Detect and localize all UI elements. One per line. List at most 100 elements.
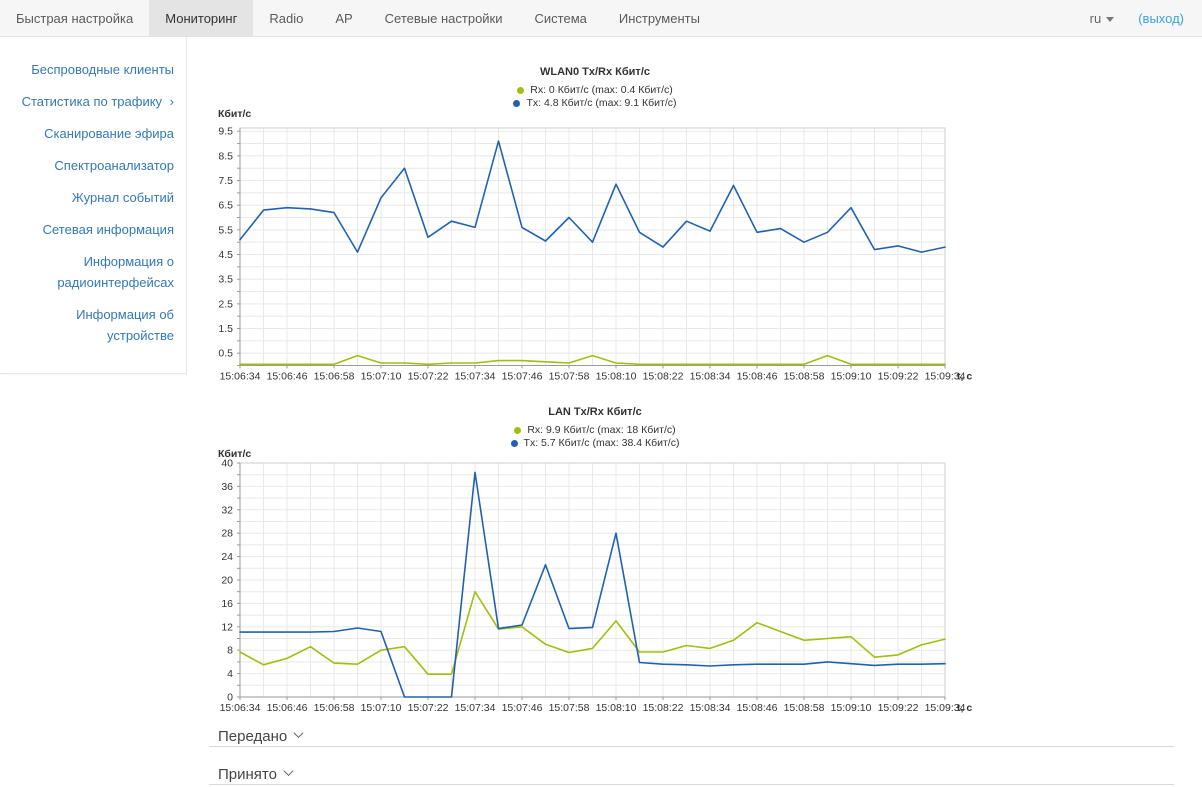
sidebar-item-3[interactable]: Сканирование эфира xyxy=(44,126,174,141)
svg-text:15:06:46: 15:06:46 xyxy=(267,702,308,714)
svg-text:28: 28 xyxy=(221,528,233,540)
nav-tab-1[interactable]: Быстрая настройка xyxy=(16,10,134,26)
tx-legend-label: Tx: 5.7 Кбит/с (max: 38.4 Кбит/с) xyxy=(523,437,680,449)
svg-text:16: 16 xyxy=(221,598,233,610)
svg-text:15:08:58: 15:08:58 xyxy=(784,702,825,714)
rx-legend-label: Rx: 9.9 Кбит/с (max: 18 Кбит/с) xyxy=(527,424,676,436)
svg-text:15:08:10: 15:08:10 xyxy=(596,702,637,714)
sidebar-item-2[interactable]: Статистика по трафику › xyxy=(21,94,174,109)
chart-wlan0-y-axis-label: Кбит/с xyxy=(218,108,252,120)
chevron-down-icon xyxy=(283,765,294,776)
svg-text:12: 12 xyxy=(221,621,233,633)
svg-text:20: 20 xyxy=(221,575,233,587)
svg-text:3.5: 3.5 xyxy=(218,274,233,286)
chart-wlan0-title: WLAN0 Tx/Rx Кбит/с xyxy=(539,66,650,78)
language-dropdown[interactable]: ru xyxy=(1090,11,1115,26)
svg-text:15:09:10: 15:09:10 xyxy=(831,371,872,383)
svg-text:4.5: 4.5 xyxy=(218,249,233,261)
chart-wlan0-legend: Rx: 0 Кбит/с (max: 0.4 Кбит/с) Tx: 4.8 К… xyxy=(215,84,975,109)
svg-text:40: 40 xyxy=(221,458,233,470)
svg-text:t, с: t, с xyxy=(957,371,972,383)
svg-text:15:07:58: 15:07:58 xyxy=(549,702,590,714)
nav-tab-7[interactable]: Инструменты xyxy=(618,10,700,26)
section-transmitted[interactable]: Передано xyxy=(209,726,1174,747)
legend-item-tx: Tx: 5.7 Кбит/с (max: 38.4 Кбит/с) xyxy=(215,437,975,449)
top-navigation-bar: Быстрая настройка Мониторинг Radio AP Сетевы… xyxy=(0,0,1202,37)
sidebar-item-5[interactable]: Журнал событий xyxy=(71,190,174,205)
svg-text:15:07:10: 15:07:10 xyxy=(361,371,402,383)
svg-text:15:06:58: 15:06:58 xyxy=(314,702,355,714)
sidebar-item-8[interactable]: Информация об устройстве xyxy=(76,307,174,343)
tx-legend-dot-icon xyxy=(510,439,518,447)
nav-tab-4[interactable]: AP xyxy=(335,10,353,26)
logout-link[interactable]: (выход) xyxy=(1138,10,1184,26)
svg-text:15:08:34: 15:08:34 xyxy=(690,702,731,714)
legend-item-rx: Rx: 9.9 Кбит/с (max: 18 Кбит/с) xyxy=(215,424,975,436)
section-received-label: Принято xyxy=(218,765,277,783)
svg-text:15:07:58: 15:07:58 xyxy=(549,371,590,383)
svg-text:15:09:10: 15:09:10 xyxy=(831,702,872,714)
sidebar-item-4[interactable]: Спектроанализатор xyxy=(54,158,174,173)
svg-text:9.5: 9.5 xyxy=(218,126,233,138)
svg-text:0.5: 0.5 xyxy=(218,348,233,360)
main-content: WLAN0 Tx/Rx Кбит/с Rx: 0 Кбит/с (max: 0.… xyxy=(187,37,1202,787)
nav-tab-6[interactable]: Система xyxy=(534,10,587,26)
svg-text:4: 4 xyxy=(227,668,233,680)
svg-text:15:09:34: 15:09:34 xyxy=(925,702,966,714)
rx-legend-label: Rx: 0 Кбит/с (max: 0.4 Кбит/с) xyxy=(530,84,673,96)
svg-text:1.5: 1.5 xyxy=(218,323,233,335)
chevron-down-icon xyxy=(1106,16,1115,22)
svg-text:15:08:58: 15:08:58 xyxy=(784,371,825,383)
svg-text:15:06:34: 15:06:34 xyxy=(220,371,261,383)
tx-legend-label: Tx: 4.8 Кбит/с (max: 9.1 Кбит/с) xyxy=(526,97,677,109)
svg-text:15:07:46: 15:07:46 xyxy=(502,702,543,714)
sidebar-item-6[interactable]: Сетевая информация xyxy=(42,222,174,237)
chart-lan-title: LAN Tx/Rx Кбит/с xyxy=(548,406,642,418)
svg-text:15:08:10: 15:08:10 xyxy=(596,371,637,383)
chevron-right-icon: › xyxy=(166,94,174,109)
chart-lan-plot: 0 4 8 12 16 20 24 28 32 36 40 15:06:34 15:06:46 15:06… xyxy=(220,458,973,715)
nav-tab-5[interactable]: Сетевые настройки xyxy=(384,10,503,26)
language-label: ru xyxy=(1089,10,1102,26)
svg-text:5.5: 5.5 xyxy=(218,224,233,236)
tx-legend-dot-icon xyxy=(513,99,521,107)
svg-text:15:06:46: 15:06:46 xyxy=(267,371,308,383)
svg-text:6.5: 6.5 xyxy=(218,200,233,212)
svg-text:0: 0 xyxy=(227,692,233,704)
chart-wlan0-plot: 0.5 1.5 2.5 3.5 4.5 5.5 6.5 7.5 8.5 9.5 15:06:34 15… xyxy=(218,126,972,383)
svg-text:t, с: t, с xyxy=(957,702,972,714)
svg-text:15:09:22: 15:09:22 xyxy=(878,371,919,383)
svg-text:15:07:46: 15:07:46 xyxy=(502,371,543,383)
svg-text:8.5: 8.5 xyxy=(218,150,233,162)
svg-text:15:07:34: 15:07:34 xyxy=(455,371,496,383)
svg-text:15:07:34: 15:07:34 xyxy=(455,702,496,714)
nav-tab-3[interactable]: Radio xyxy=(269,10,304,26)
chart-lan-legend: Rx: 9.9 Кбит/с (max: 18 Кбит/с) Tx: 5.7 … xyxy=(215,424,975,449)
svg-text:15:07:22: 15:07:22 xyxy=(408,702,449,714)
nav-tab-2[interactable]: Мониторинг xyxy=(149,0,254,36)
rx-legend-dot-icon xyxy=(517,86,525,94)
sidebar-item-1[interactable]: Беспроводные клиенты xyxy=(31,62,174,77)
sidebar-menu: Беспроводные клиенты Статистика по трафик… xyxy=(0,37,187,374)
chart-lan-y-axis-label: Кбит/с xyxy=(218,448,252,460)
svg-text:7.5: 7.5 xyxy=(218,175,233,187)
nav-tabs: Быстрая настройка Мониторинг Radio AP Сетевы… xyxy=(0,0,716,36)
svg-text:8: 8 xyxy=(227,645,233,657)
svg-text:15:08:46: 15:08:46 xyxy=(737,702,778,714)
chevron-down-icon xyxy=(293,727,304,738)
section-transmitted-label: Передано xyxy=(218,727,288,745)
svg-text:32: 32 xyxy=(221,504,233,516)
svg-text:15:06:58: 15:06:58 xyxy=(314,371,355,383)
svg-text:15:08:22: 15:08:22 xyxy=(643,371,684,383)
svg-text:15:08:46: 15:08:46 xyxy=(737,371,778,383)
legend-item-tx: Tx: 4.8 Кбит/с (max: 9.1 Кбит/с) xyxy=(215,97,975,109)
svg-text:15:08:22: 15:08:22 xyxy=(643,702,684,714)
sidebar-item-7[interactable]: Информация о радиоинтерфейсах xyxy=(57,254,174,290)
svg-text:24: 24 xyxy=(221,551,233,563)
svg-text:15:09:22: 15:09:22 xyxy=(878,702,919,714)
svg-text:15:06:34: 15:06:34 xyxy=(220,702,261,714)
svg-text:2.5: 2.5 xyxy=(218,298,233,310)
svg-text:15:07:10: 15:07:10 xyxy=(361,702,402,714)
section-received[interactable]: Принято xyxy=(209,764,1174,785)
svg-text:36: 36 xyxy=(221,481,233,493)
